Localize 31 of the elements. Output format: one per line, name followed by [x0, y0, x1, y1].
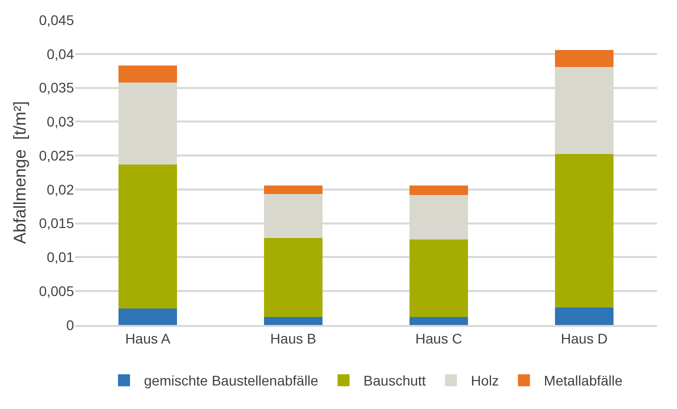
legend-label: Bauschutt [364, 372, 426, 389]
y-axis-title: Abfallmenge [t/m²] [10, 101, 30, 244]
y-tick-label: 0,04 [46, 46, 74, 62]
y-tick-label: 0,005 [38, 283, 74, 300]
y-tick-label: 0,045 [38, 12, 74, 28]
x-tick-label: Haus D [560, 330, 608, 347]
bar [555, 154, 614, 308]
bar [555, 307, 614, 325]
x-tick-label: Haus A [125, 330, 171, 347]
y-tick-label: 0,015 [38, 215, 74, 232]
x-tick-label: Haus B [270, 330, 316, 347]
bar [264, 185, 322, 194]
y-tick-label: 0,025 [38, 147, 74, 164]
bar [118, 308, 177, 325]
bar [410, 316, 468, 325]
bar [118, 65, 177, 82]
bar [410, 185, 468, 195]
bar [118, 164, 177, 309]
bar [410, 240, 468, 317]
bar [555, 50, 614, 67]
bar [264, 238, 322, 317]
legend-label: Holz [470, 372, 499, 389]
bar [264, 316, 322, 325]
legend-label: Metallabfälle [544, 372, 623, 389]
y-tick-label: 0,03 [46, 114, 74, 130]
y-tick-label: 0,01 [46, 249, 74, 266]
y-tick-label: 0,02 [46, 181, 74, 198]
y-tick-label: 0 [66, 316, 74, 333]
y-tick-label: 0,035 [38, 80, 74, 96]
legend-label: gemischte Baustellenabfälle [144, 372, 319, 389]
x-tick-label: Haus C [415, 330, 462, 347]
